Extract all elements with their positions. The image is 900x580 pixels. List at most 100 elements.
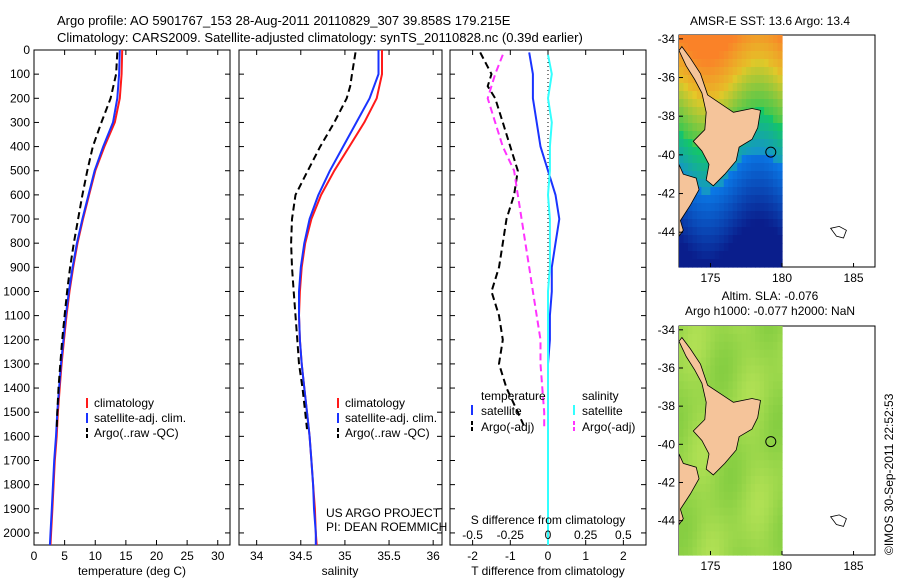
depth-tick-label: 100 xyxy=(10,67,30,81)
field-cell xyxy=(710,515,716,524)
field-cell xyxy=(696,476,702,485)
field-cell xyxy=(737,531,743,540)
field-cell xyxy=(737,539,743,548)
field-cell xyxy=(696,251,702,260)
field-cell xyxy=(701,405,707,414)
field-cell xyxy=(773,251,779,260)
field-cell xyxy=(768,99,774,108)
salinity-ticks: 34 34.5 35 35.5 36 xyxy=(239,49,442,563)
field-cell xyxy=(723,357,729,367)
field-cell xyxy=(755,468,761,477)
field-cell xyxy=(723,476,729,485)
field-cell xyxy=(773,179,779,188)
field-cell xyxy=(777,43,783,52)
field-cell xyxy=(728,211,734,220)
field-cell xyxy=(728,539,734,548)
field-cell xyxy=(746,373,752,382)
legend-title-salinity: salinity xyxy=(582,389,619,403)
field-cell xyxy=(764,499,770,509)
field-cell xyxy=(746,507,752,517)
field-cell xyxy=(683,405,689,414)
field-cell xyxy=(750,67,756,76)
field-cell xyxy=(705,341,711,351)
field-cell xyxy=(759,99,765,108)
field-cell xyxy=(705,243,711,252)
field-cell xyxy=(759,235,765,244)
field-cell xyxy=(696,397,702,406)
field-cell xyxy=(746,381,752,390)
field-cell xyxy=(683,539,689,548)
field-cell xyxy=(750,259,756,268)
field-cell xyxy=(759,420,765,430)
field-cell xyxy=(750,75,756,84)
field-cell xyxy=(683,397,689,406)
field-cell xyxy=(746,59,752,68)
field-cell xyxy=(773,163,779,172)
field-cell xyxy=(755,420,761,430)
field-cell xyxy=(692,259,698,268)
field-cell xyxy=(723,35,729,44)
field-cell xyxy=(759,539,765,548)
field-cell xyxy=(705,83,711,92)
legend-label-s-argo: Argo(-adj) xyxy=(582,420,635,434)
field-cell xyxy=(737,259,743,268)
field-cell xyxy=(719,483,725,493)
field-cell xyxy=(746,43,752,52)
field-cell xyxy=(714,373,720,382)
field-cell xyxy=(768,235,774,244)
field-cell xyxy=(688,75,694,84)
field-cell xyxy=(696,452,702,461)
lat-tick-label: -40 xyxy=(658,148,676,162)
field-cell xyxy=(764,195,770,204)
field-cell xyxy=(764,83,770,92)
field-cell xyxy=(773,51,779,60)
field-cell xyxy=(723,195,729,204)
field-cell xyxy=(728,243,734,252)
field-cell xyxy=(746,99,752,108)
field-cell xyxy=(683,389,689,398)
field-cell xyxy=(688,507,694,517)
field-cell xyxy=(750,460,756,469)
field-cell xyxy=(750,91,756,100)
field-cell xyxy=(746,67,752,76)
field-cell xyxy=(755,195,761,204)
field-cell xyxy=(768,171,774,180)
field-cell xyxy=(732,357,738,367)
field-cell xyxy=(701,491,707,501)
field-cell xyxy=(723,219,729,228)
field-cell xyxy=(764,211,770,220)
field-cell xyxy=(777,397,783,406)
field-cell xyxy=(759,219,765,228)
field-cell xyxy=(679,147,685,156)
field-cell xyxy=(723,75,729,84)
field-cell xyxy=(773,531,779,540)
field-cell xyxy=(777,539,783,548)
field-cell xyxy=(728,499,734,509)
field-cell xyxy=(764,147,770,156)
field-cell xyxy=(777,405,783,414)
field-cell xyxy=(755,389,761,398)
lon-tick-label: 180 xyxy=(772,271,792,285)
field-cell xyxy=(737,507,743,517)
field-cell xyxy=(755,531,761,540)
field-cell xyxy=(759,259,765,268)
field-cell xyxy=(750,147,756,156)
field-cell xyxy=(750,195,756,204)
field-cell xyxy=(679,523,685,532)
field-cell xyxy=(705,499,711,509)
field-cell xyxy=(728,357,734,367)
field-cell xyxy=(692,203,698,212)
field-cell xyxy=(696,547,702,556)
field-cell xyxy=(705,507,711,517)
field-cell xyxy=(710,195,716,204)
field-cell xyxy=(777,243,783,252)
field-cell xyxy=(688,107,694,116)
field-cell xyxy=(728,91,734,100)
field-cell xyxy=(719,211,725,220)
field-cell xyxy=(705,468,711,477)
field-cell xyxy=(705,51,711,60)
field-cell xyxy=(755,211,761,220)
field-cell xyxy=(732,67,738,76)
field-cell xyxy=(777,35,783,44)
s-difference-tick-label: 0.25 xyxy=(574,528,598,542)
